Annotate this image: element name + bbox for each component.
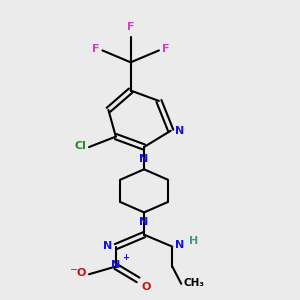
Text: F: F xyxy=(92,44,100,54)
Text: H: H xyxy=(189,236,198,246)
Text: +: + xyxy=(122,253,129,262)
Text: CH₃: CH₃ xyxy=(184,278,205,288)
Text: N: N xyxy=(175,240,184,250)
Text: Cl: Cl xyxy=(75,141,87,151)
Text: F: F xyxy=(127,22,134,32)
Text: −: − xyxy=(70,265,78,275)
Text: N: N xyxy=(111,260,120,270)
Text: O: O xyxy=(141,282,151,292)
Text: N: N xyxy=(140,218,149,227)
Text: F: F xyxy=(162,44,169,54)
Text: O: O xyxy=(77,268,86,278)
Text: N: N xyxy=(140,154,149,164)
Text: N: N xyxy=(103,241,112,251)
Text: N: N xyxy=(175,126,184,136)
